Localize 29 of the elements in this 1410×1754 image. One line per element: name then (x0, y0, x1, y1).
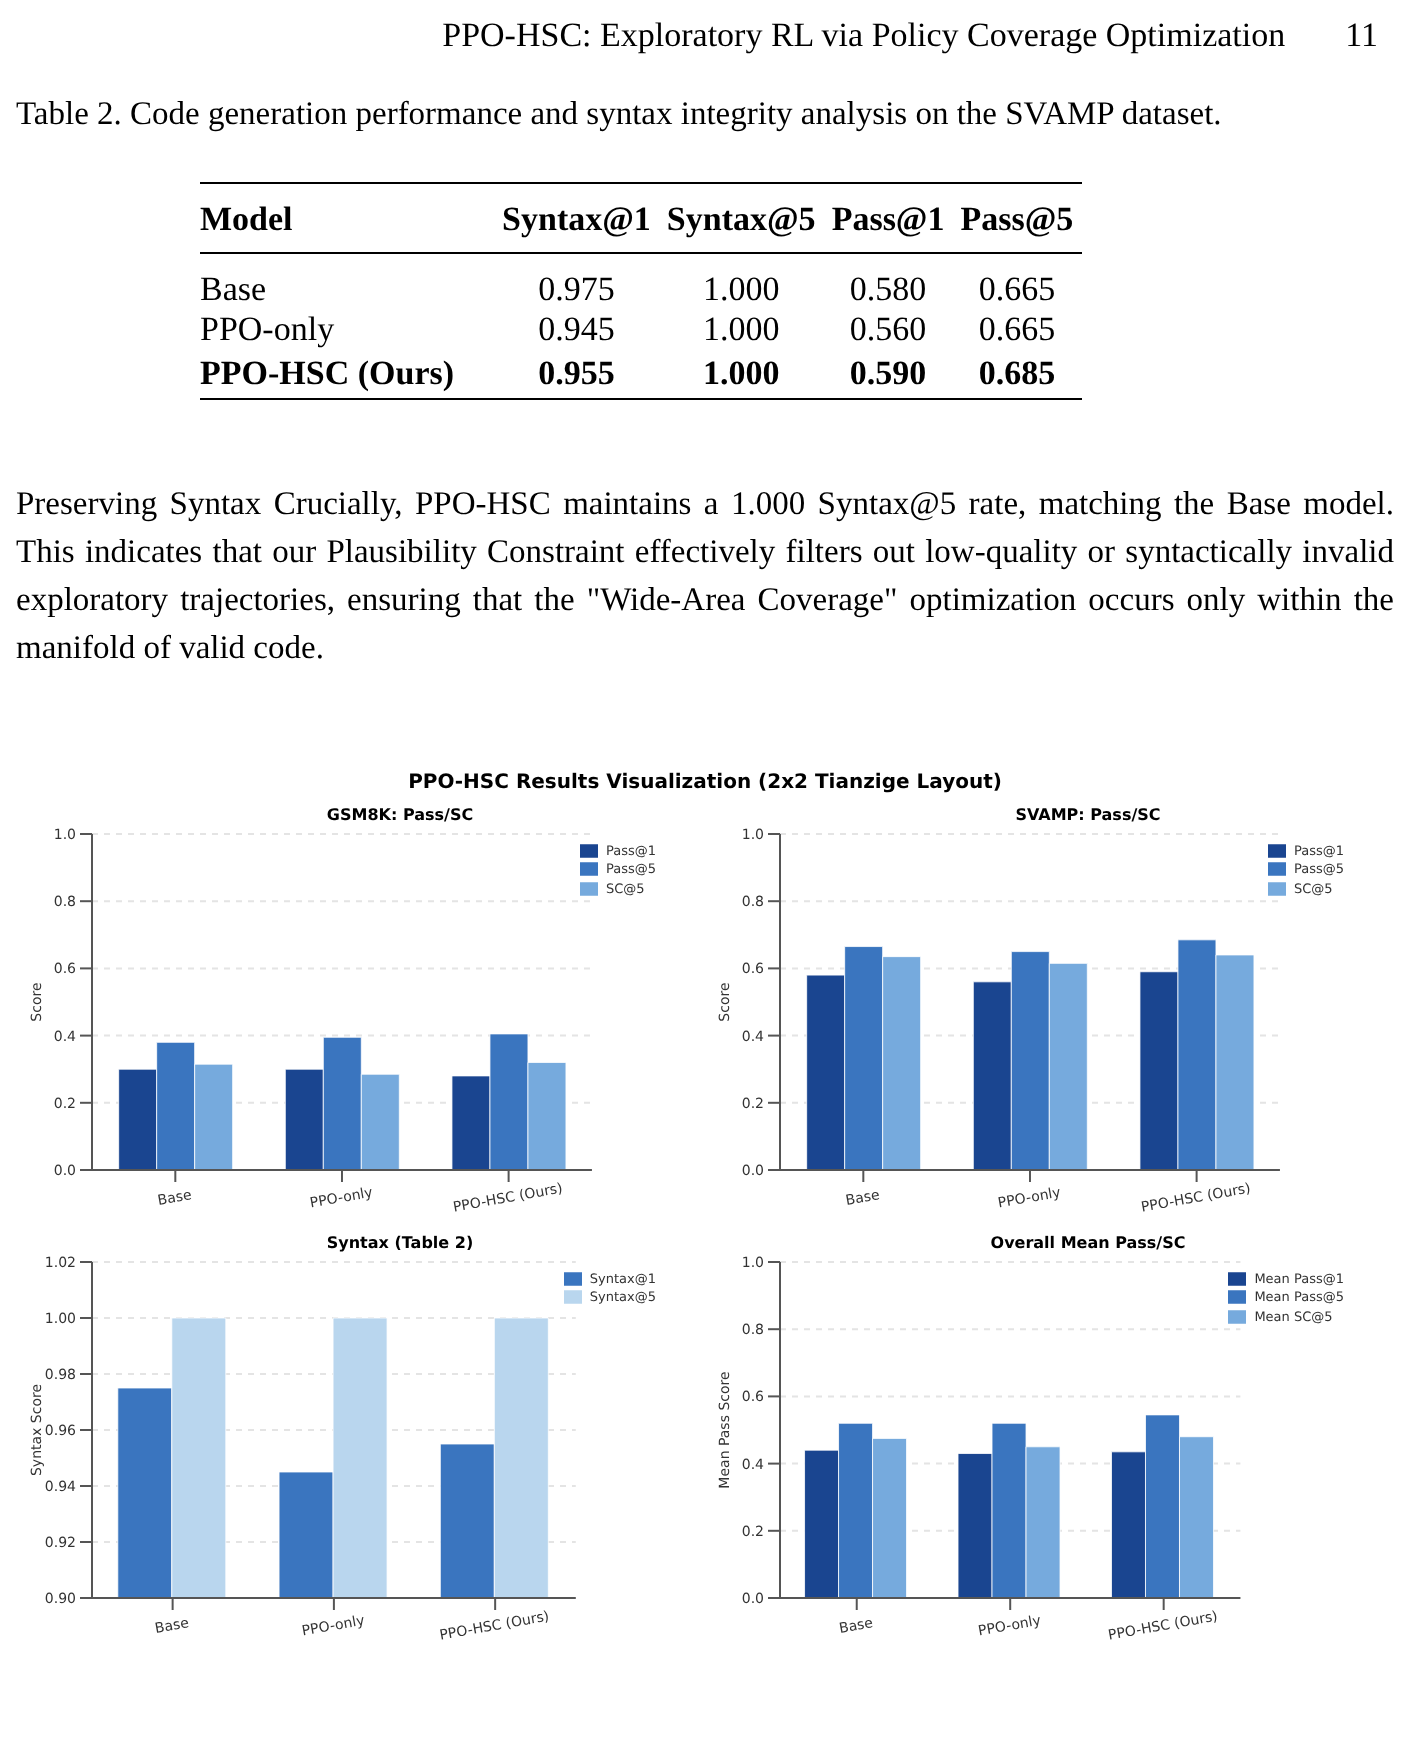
text: 0.665 (978, 270, 1056, 308)
text: 0.665 (978, 310, 1056, 348)
category-label: Pass@1 (829, 198, 947, 242)
category-label: Base (200, 270, 267, 308)
chart-title: Syntax (Table 2) (324, 1234, 476, 1252)
category-label: Syntax@5 (664, 198, 818, 242)
caption: Table 2. Code generation performance and syntax integrity analysis on the SVAMP dataset. (16, 92, 1224, 134)
category-label: PPO-HSC (Ours) (200, 354, 455, 392)
text: 0.580 (849, 270, 927, 308)
chart-title: Overall Mean Pass/SC (988, 1234, 1188, 1252)
text: 0.945 (538, 310, 615, 348)
chart-title: SVAMP: Pass/SC (1013, 806, 1163, 824)
text: 0.590 (849, 354, 927, 392)
chart-title: GSM8K: Pass/SC (324, 806, 476, 824)
category-label: Syntax@1 (500, 198, 653, 242)
text: 1.000 (702, 270, 780, 308)
text: 1.000 (702, 310, 780, 348)
text: 0.560 (849, 310, 927, 348)
text: Model (200, 198, 295, 242)
category-label: PPO-only (200, 310, 335, 348)
category-label: Pass@5 (958, 198, 1076, 242)
text: 11 (1345, 16, 1378, 58)
text: PPO-HSC: Exploratory RL via Policy Coverage Optimization (442, 16, 1286, 58)
text: Preserving Syntax Crucially, PPO-HSC maintains a 1.000 Syntax@5 rate, matching the Base model. This indicates that our Plausibility Constraint effectively filters out low-quality or syntactically invalid exploratory trajectories, ensuring that the "Wide-Area Coverage" optimization occurs only within the manifold of valid code. (16, 482, 1394, 670)
text: PPO-HSC Results Visualization (2x2 Tianzige Layout) (406, 772, 1004, 794)
text: 1.000 (702, 354, 780, 392)
text: 0.955 (538, 354, 615, 392)
text: 0.685 (978, 354, 1056, 392)
text: 0.975 (538, 270, 615, 308)
